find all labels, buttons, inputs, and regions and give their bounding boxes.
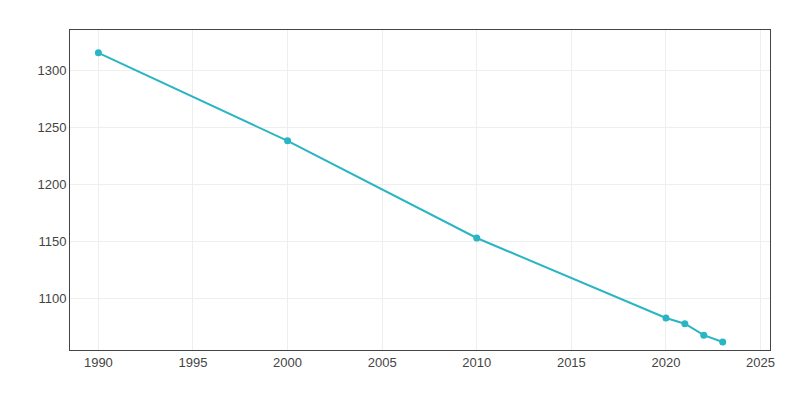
svg-text:2025: 2025 [746,355,775,370]
svg-text:2020: 2020 [651,355,680,370]
svg-text:1250: 1250 [37,120,66,135]
svg-text:1990: 1990 [84,355,113,370]
svg-text:2010: 2010 [462,355,491,370]
svg-text:2015: 2015 [557,355,586,370]
svg-text:1995: 1995 [179,355,208,370]
svg-text:2005: 2005 [368,355,397,370]
svg-text:1200: 1200 [37,177,66,192]
svg-text:2000: 2000 [273,355,302,370]
svg-text:1300: 1300 [37,63,66,78]
svg-text:1100: 1100 [38,291,66,306]
svg-text:1150: 1150 [38,234,66,249]
